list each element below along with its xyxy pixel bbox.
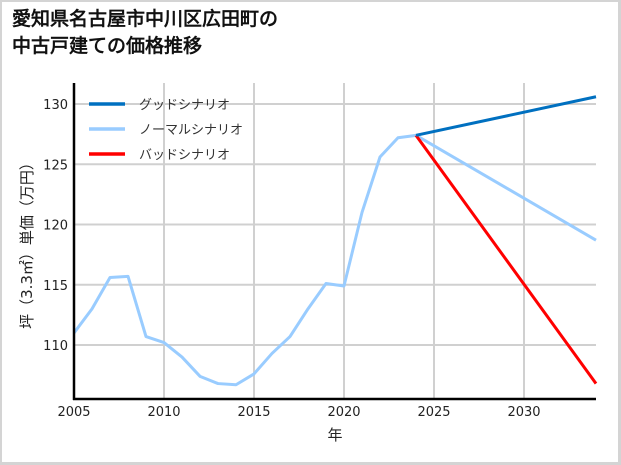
x-tick-label: 2005 [57,405,90,420]
series-line [415,95,597,137]
y-tick-label: 110 [43,339,68,354]
series-line [414,134,598,385]
title-line-1: 愛知県名古屋市中川区広田町の [12,8,279,30]
x-tick-label: 2020 [327,405,360,420]
x-tick-label: 2015 [237,405,270,420]
legend-label: グッドシナリオ [139,98,230,113]
y-tick-label: 130 [43,98,68,113]
x-tick-label: 2025 [417,405,450,420]
legend-label: バッドシナリオ [139,148,230,163]
x-axis-label: 年 [327,426,342,444]
y-tick-label: 120 [43,219,68,234]
y-axis-label: 坪（3.3㎡）単価（万円） [18,155,36,329]
legend-label: ノーマルシナリオ [139,123,243,138]
x-tick-label: 2030 [507,405,540,420]
series-line [72,133,417,387]
series-line [415,134,597,242]
y-tick-label: 115 [43,279,68,294]
x-tick-label: 2010 [147,405,180,420]
title-line-2: 中古戸建ての価格推移 [12,35,203,57]
y-tick-label: 125 [43,158,68,173]
chart-title: 愛知県名古屋市中川区広田町の 中古戸建ての価格推移 [12,6,278,60]
